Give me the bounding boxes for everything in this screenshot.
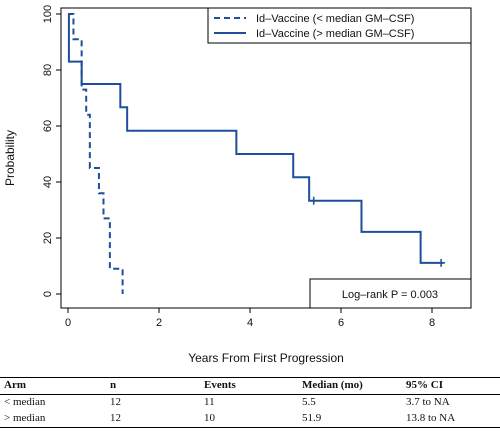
row-median: 51.9 bbox=[302, 412, 322, 424]
row-events: 11 bbox=[204, 396, 215, 408]
table-header-row: Arm n Events Median (mo) 95% CI bbox=[0, 377, 500, 395]
x-tick-label: 8 bbox=[429, 317, 435, 329]
x-tick-label: 2 bbox=[156, 317, 162, 329]
logrank-frame bbox=[309, 278, 472, 309]
row-ci: 13.8 to NA bbox=[406, 412, 456, 424]
logrank-pvalue: Log–rank P = 0.003 bbox=[342, 289, 438, 301]
legend-label-below-median: Id–Vaccine (< median GM–CSF) bbox=[256, 13, 414, 25]
x-tick-label: 6 bbox=[338, 317, 344, 329]
y-tick-label: 100 bbox=[42, 5, 54, 23]
header-n: n bbox=[110, 379, 117, 391]
row-arm: < median bbox=[4, 396, 46, 408]
header-ci: 95% CI bbox=[406, 379, 443, 391]
plot-frame bbox=[60, 7, 472, 309]
x-axis: 0 2 4 6 8 bbox=[65, 308, 435, 329]
row-median: 5.5 bbox=[302, 396, 316, 408]
x-axis-label: Years From First Progression bbox=[188, 351, 344, 365]
y-tick-label: 20 bbox=[42, 232, 54, 244]
row-n: 12 bbox=[110, 396, 121, 408]
y-tick-label: 60 bbox=[42, 120, 54, 132]
y-axis-label: Probability bbox=[3, 130, 17, 186]
row-arm: > median bbox=[4, 412, 46, 424]
logrank-box: Log–rank P = 0.003 bbox=[309, 278, 472, 309]
legend-frame bbox=[207, 7, 472, 44]
km-chart: 0 20 40 60 80 100 0 2 4 6 8 Probability Years Fro… bbox=[3, 5, 472, 365]
table-row: < median 12 11 5.5 3.7 to NA bbox=[0, 395, 500, 411]
x-tick-label: 0 bbox=[65, 317, 71, 329]
header-events: Events bbox=[204, 379, 236, 391]
y-axis: 0 20 40 60 80 100 bbox=[42, 5, 61, 297]
x-tick-label: 4 bbox=[247, 317, 253, 329]
series-group bbox=[67, 13, 446, 294]
legend: Id–Vaccine (< median GM–CSF) Id–Vaccine … bbox=[207, 7, 472, 44]
row-n: 12 bbox=[110, 412, 121, 424]
row-ci: 3.7 to NA bbox=[406, 396, 450, 408]
censor-mark bbox=[437, 258, 446, 267]
row-events: 10 bbox=[204, 412, 215, 424]
legend-label-above-median: Id–Vaccine (> median GM–CSF) bbox=[256, 28, 414, 40]
y-tick-label: 40 bbox=[42, 176, 54, 188]
censor-mark bbox=[309, 196, 318, 205]
plot-area: 0 20 40 60 80 100 0 2 4 6 8 bbox=[42, 5, 472, 329]
table-row: > median 12 10 51.9 13.8 to NA bbox=[0, 411, 500, 428]
header-arm: Arm bbox=[4, 379, 26, 391]
km-curve-above-median bbox=[67, 13, 444, 264]
summary-table: Arm n Events Median (mo) 95% CI < median… bbox=[0, 377, 500, 428]
header-median: Median (mo) bbox=[302, 379, 363, 391]
km-curve-below-median bbox=[68, 13, 124, 294]
y-tick-label: 80 bbox=[42, 64, 54, 76]
y-tick-label: 0 bbox=[42, 291, 54, 297]
